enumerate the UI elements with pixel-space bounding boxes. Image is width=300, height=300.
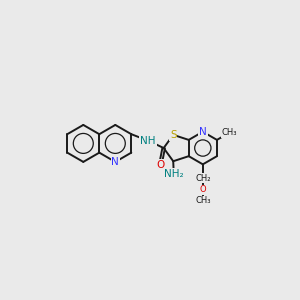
Text: N: N [199,127,207,137]
Text: O: O [157,160,165,170]
Text: CH₂: CH₂ [195,174,211,183]
Text: NH: NH [140,136,156,146]
Text: NH₂: NH₂ [164,169,184,179]
Text: O: O [200,185,206,194]
Text: CH₃: CH₃ [222,128,237,137]
Text: N: N [111,157,119,167]
Text: S: S [170,130,176,140]
Text: CH₃: CH₃ [195,196,211,205]
